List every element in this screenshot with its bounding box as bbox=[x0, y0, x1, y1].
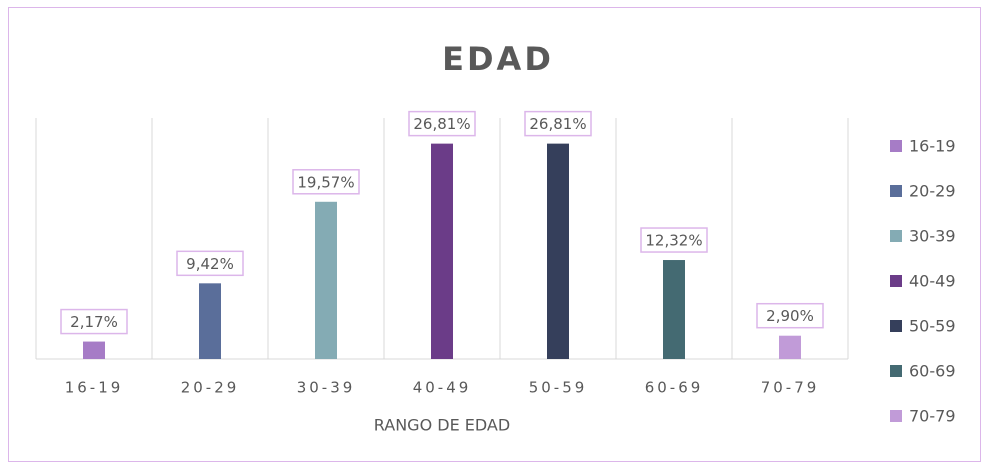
legend-swatch bbox=[890, 230, 902, 242]
bar bbox=[431, 143, 453, 359]
x-tick-label: 20-29 bbox=[181, 379, 240, 397]
data-label-box bbox=[524, 110, 592, 137]
data-label: 19,57% bbox=[297, 173, 354, 191]
bar bbox=[199, 283, 221, 359]
data-label: 26,81% bbox=[529, 115, 586, 133]
x-tick-label: 30-39 bbox=[297, 379, 356, 397]
data-label: 2,17% bbox=[70, 313, 118, 331]
legend-swatch bbox=[890, 275, 902, 287]
chart-border bbox=[8, 7, 981, 462]
bar bbox=[663, 260, 685, 359]
data-label-box bbox=[408, 110, 476, 137]
data-label-box bbox=[756, 302, 824, 329]
legend-label: 40-49 bbox=[909, 272, 956, 291]
x-tick-label: 16-19 bbox=[65, 379, 124, 397]
data-label-box bbox=[176, 250, 244, 277]
legend-label: 20-29 bbox=[909, 182, 956, 201]
bar bbox=[547, 143, 569, 359]
x-tick-label: 60-69 bbox=[645, 379, 704, 397]
data-label-box bbox=[640, 227, 708, 253]
legend-label: 70-79 bbox=[909, 407, 956, 426]
legend-swatch bbox=[890, 185, 902, 197]
x-axis-title: RANGO DE EDAD bbox=[374, 416, 510, 435]
data-label: 26,81% bbox=[413, 115, 470, 133]
legend-label: 16-19 bbox=[909, 137, 956, 156]
bar bbox=[315, 201, 337, 359]
bar bbox=[83, 341, 105, 359]
data-label-box bbox=[60, 308, 128, 335]
legend-swatch bbox=[890, 365, 902, 377]
x-tick-label: 40-49 bbox=[413, 379, 472, 397]
x-tick-label: 50-59 bbox=[529, 379, 588, 397]
chart-title: EDAD bbox=[442, 40, 554, 78]
data-label-box bbox=[292, 169, 360, 195]
legend-swatch bbox=[890, 140, 902, 152]
legend-label: 30-39 bbox=[909, 227, 956, 246]
legend-label: 50-59 bbox=[909, 317, 956, 336]
data-label: 2,90% bbox=[766, 307, 814, 325]
legend-swatch bbox=[890, 320, 902, 332]
legend-label: 60-69 bbox=[909, 362, 956, 381]
data-label: 12,32% bbox=[645, 232, 702, 250]
legend-swatch bbox=[890, 410, 902, 422]
data-label: 9,42% bbox=[186, 255, 234, 273]
bar bbox=[779, 335, 801, 359]
x-tick-label: 70-79 bbox=[761, 379, 820, 397]
